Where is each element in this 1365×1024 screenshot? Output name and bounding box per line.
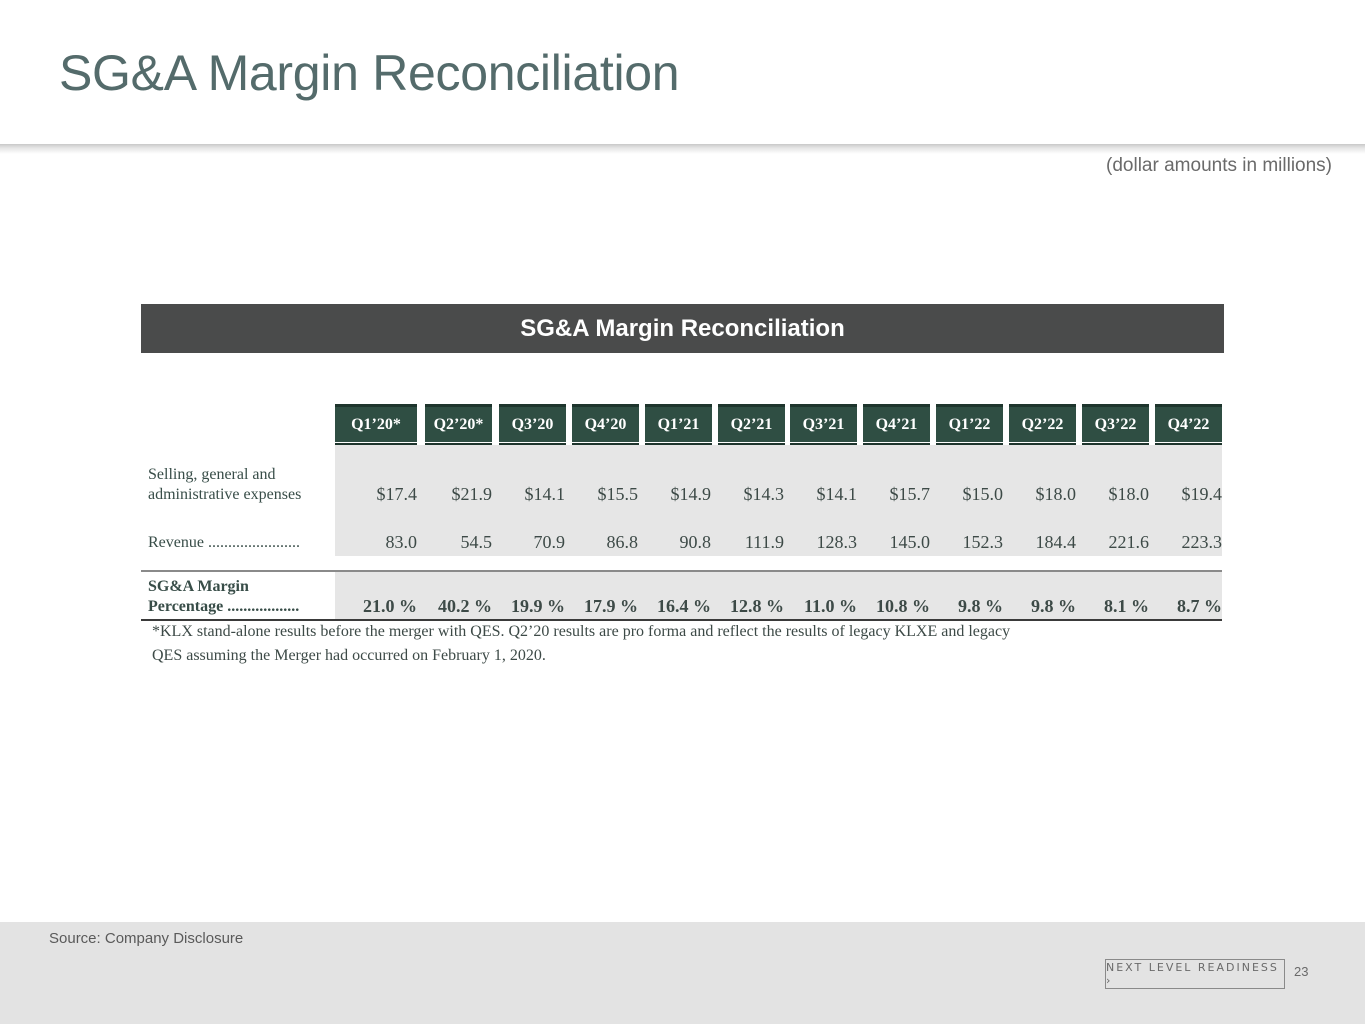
row-label-margin: SG&A Margin Percentage .................… (148, 578, 300, 615)
sga-cell: $15.0 (962, 484, 1004, 504)
sga-cell: $18.0 (1108, 484, 1150, 504)
revenue-cell: 90.8 (679, 532, 712, 552)
margin-top-rule (141, 570, 1222, 572)
sga-cell: $15.7 (889, 484, 931, 504)
sga-cell: $19.4 (1181, 484, 1223, 504)
margin-cell: 8.7 % (1177, 596, 1222, 616)
margin-bottom-rule (141, 619, 1222, 621)
revenue-cell: 152.3 (962, 532, 1004, 552)
margin-shading (335, 572, 1222, 619)
revenue-cell: 145.0 (889, 532, 931, 552)
period-header: Q3’20 (499, 404, 566, 445)
footer-bar (0, 922, 1365, 1024)
period-header: Q3’22 (1082, 404, 1149, 445)
sga-cell: $17.4 (376, 484, 418, 504)
sga-cell: $14.1 (524, 484, 566, 504)
sga-cell: $21.9 (451, 484, 493, 504)
revenue-cell: 54.5 (460, 532, 493, 552)
sga-cell: $18.0 (1035, 484, 1077, 504)
period-header: Q4’21 (863, 404, 930, 445)
row-label-sga: Selling, general and administrative expe… (148, 466, 302, 503)
margin-cell: 21.0 % (363, 596, 417, 616)
source-note: Source: Company Disclosure (49, 930, 244, 947)
brand-tagline: NEXT LEVEL READINESS › (1105, 959, 1285, 989)
revenue-cell: 70.9 (533, 532, 566, 552)
period-header: Q4’20 (572, 404, 639, 445)
revenue-cell: 128.3 (816, 532, 858, 552)
margin-cell: 40.2 % (438, 596, 492, 616)
revenue-cell: 221.6 (1108, 532, 1150, 552)
sga-cell: $14.3 (743, 484, 785, 504)
margin-cell: 17.9 % (584, 596, 638, 616)
footnote-line-1: *KLX stand-alone results before the merg… (152, 623, 1011, 640)
period-header: Q1’22 (936, 404, 1003, 445)
period-header: Q1’20* (335, 404, 417, 445)
revenue-cell: 223.3 (1181, 532, 1223, 552)
revenue-cell: 83.0 (385, 532, 418, 552)
margin-cell: 19.9 % (511, 596, 565, 616)
period-header: Q1’21 (645, 404, 712, 445)
margin-cell: 9.8 % (1031, 596, 1076, 616)
revenue-cell: 86.8 (606, 532, 639, 552)
data-shading (335, 445, 1222, 556)
table-banner: SG&A Margin Reconciliation (141, 304, 1224, 353)
period-header: Q2’22 (1009, 404, 1076, 445)
title-divider (0, 144, 1365, 154)
footnote-line-2: QES assuming the Merger had occurred on … (152, 647, 546, 664)
sga-cell: $14.1 (816, 484, 858, 504)
period-header: Q4’22 (1155, 404, 1222, 445)
page-number: 23 (1294, 964, 1309, 979)
sga-cell: $15.5 (597, 484, 639, 504)
units-note: (dollar amounts in millions) (1106, 155, 1332, 176)
margin-cell: 16.4 % (657, 596, 711, 616)
margin-cell: 12.8 % (730, 596, 784, 616)
sga-cell: $14.9 (670, 484, 712, 504)
period-header: Q2’21 (718, 404, 785, 445)
period-header: Q3’21 (790, 404, 857, 445)
margin-cell: 8.1 % (1104, 596, 1149, 616)
slide-title: SG&A Margin Reconciliation (59, 45, 680, 101)
margin-cell: 11.0 % (803, 596, 857, 616)
row-label-revenue: Revenue ....................... (148, 534, 300, 551)
margin-cell: 10.8 % (876, 596, 930, 616)
revenue-cell: 111.9 (744, 532, 784, 552)
revenue-cell: 184.4 (1035, 532, 1077, 552)
margin-cell: 9.8 % (958, 596, 1003, 616)
period-header: Q2’20* (425, 404, 492, 445)
